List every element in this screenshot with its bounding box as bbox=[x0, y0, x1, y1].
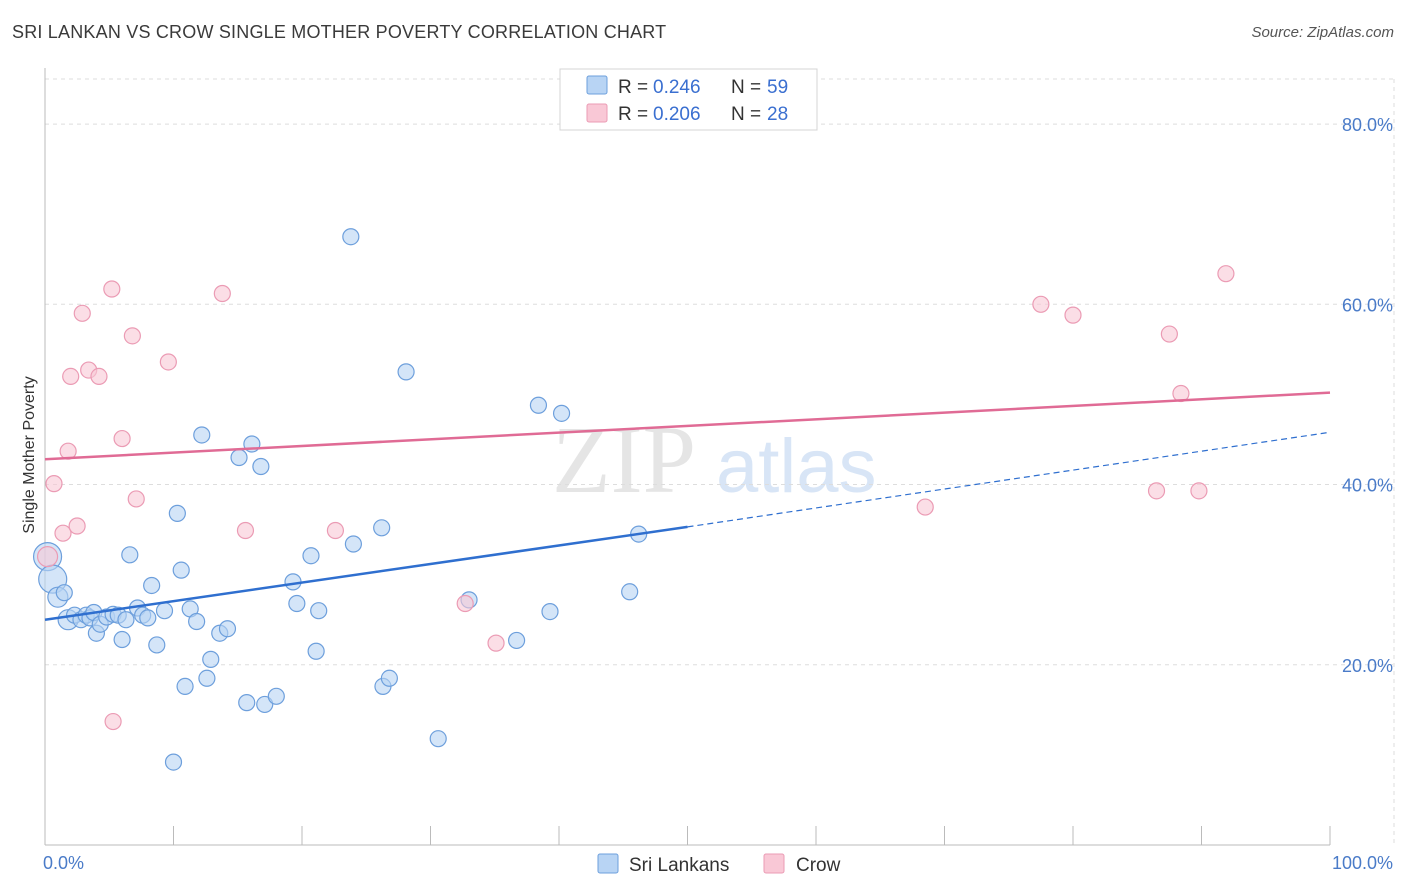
chart-source: Source: ZipAtlas.com bbox=[1251, 24, 1394, 41]
sri-lankans-point bbox=[621, 583, 639, 601]
legend-r-value-1: 0.246 bbox=[653, 77, 701, 98]
sri-lankans-point bbox=[529, 396, 548, 414]
crow-point bbox=[68, 517, 86, 535]
sri-lankans-point bbox=[267, 687, 285, 705]
sri-lankans-point bbox=[256, 695, 274, 714]
series-legend: Sri Lankans Crow bbox=[597, 853, 841, 876]
series-legend-swatch-sri-lankans bbox=[597, 853, 619, 874]
sri-lankans-point bbox=[198, 669, 216, 687]
chart-title: SRI LANKAN VS CROW SINGLE MOTHER POVERTY… bbox=[12, 22, 667, 42]
legend-r-value-2: 0.206 bbox=[653, 104, 701, 125]
crow-point bbox=[326, 521, 345, 540]
sri-lankans-point bbox=[307, 642, 325, 660]
x-tick-labels: 0.0% 100.0% bbox=[43, 853, 1393, 873]
watermark-atlas: atlas bbox=[716, 424, 877, 509]
crow-point bbox=[127, 490, 145, 508]
crow-point bbox=[213, 284, 231, 303]
sri-lankans-point bbox=[155, 602, 174, 620]
sri-lankans-point bbox=[172, 561, 190, 579]
series-legend-sri-lankans: Sri Lankans bbox=[629, 855, 729, 876]
y-tick-label: 60.0% bbox=[1342, 295, 1393, 315]
sri-lankans-point bbox=[143, 576, 161, 595]
crow-point bbox=[1064, 306, 1082, 324]
sri-lankans-point bbox=[252, 457, 270, 476]
legend-n-label-2: N = bbox=[731, 104, 761, 125]
legend-n-value-1: 59 bbox=[767, 77, 788, 98]
legend-r-label-2: R = bbox=[618, 104, 648, 125]
sri-lankans-point bbox=[168, 504, 186, 522]
series-legend-swatch-crow bbox=[763, 853, 785, 874]
sri-lankans-point bbox=[55, 584, 73, 602]
sri-lankans-point bbox=[302, 547, 320, 565]
sri-lankans-point bbox=[117, 611, 135, 629]
watermark-zip: ZIP bbox=[552, 406, 696, 513]
crow-point bbox=[236, 521, 255, 540]
x-tick-label-max: 100.0% bbox=[1332, 853, 1393, 873]
sri-lankans-point bbox=[373, 519, 391, 537]
sri-lankans-point bbox=[342, 228, 360, 246]
crow-point bbox=[487, 634, 505, 652]
crow-point bbox=[1147, 482, 1166, 500]
sri-lankans-point bbox=[230, 448, 248, 467]
sri-lankans-point bbox=[507, 631, 526, 650]
crow-point bbox=[1190, 482, 1208, 500]
sri-lankans-point bbox=[429, 730, 447, 748]
crow-point bbox=[916, 498, 934, 516]
crow-point bbox=[62, 367, 80, 385]
sri-lankans-point bbox=[148, 636, 166, 654]
sri-lankans-point bbox=[397, 363, 415, 381]
crow-point bbox=[456, 594, 474, 613]
sri-lankans-trend-line bbox=[44, 525, 688, 621]
crow-point bbox=[73, 304, 91, 322]
sri-lankans-point bbox=[238, 694, 256, 712]
y-tick-label: 40.0% bbox=[1342, 476, 1393, 496]
sri-lankans-point bbox=[344, 535, 362, 553]
series-legend-crow: Crow bbox=[796, 855, 841, 876]
trend-lines bbox=[44, 391, 1331, 621]
y-tick-label: 80.0% bbox=[1342, 115, 1393, 135]
crow-trend-line bbox=[44, 391, 1331, 461]
sri-lankans-point bbox=[164, 753, 183, 771]
legend-n-label-1: N = bbox=[731, 77, 761, 98]
legend-n-value-2: 28 bbox=[767, 104, 788, 125]
sri-lankans-point bbox=[380, 669, 398, 687]
sri-lankans-trend-extension bbox=[687, 431, 1331, 528]
crow-point bbox=[104, 712, 122, 731]
crow-point bbox=[1032, 295, 1050, 313]
legend-swatch-pink bbox=[586, 103, 608, 123]
crow-point bbox=[113, 429, 131, 448]
sri-lankans-point bbox=[218, 620, 237, 638]
crow-point bbox=[45, 475, 63, 493]
sri-lankans-point bbox=[113, 630, 131, 649]
crow-point bbox=[159, 353, 177, 371]
sri-lankans-point bbox=[310, 602, 328, 620]
sri-lankans-point bbox=[288, 594, 306, 613]
sri-lankans-point bbox=[139, 609, 157, 627]
x-tick-label-min: 0.0% bbox=[43, 853, 84, 873]
crow-point bbox=[54, 524, 72, 542]
crow-point bbox=[1217, 265, 1235, 283]
axes bbox=[44, 68, 1331, 846]
crow-point bbox=[123, 327, 141, 345]
crow-point bbox=[1160, 325, 1178, 343]
sri-lankans-point bbox=[202, 650, 220, 668]
y-tick-label: 20.0% bbox=[1342, 656, 1393, 676]
series-crow-points bbox=[36, 265, 1235, 731]
sri-lankans-point bbox=[541, 602, 559, 621]
sri-lankans-point bbox=[552, 404, 571, 422]
legend-swatch-blue bbox=[586, 75, 608, 95]
correlation-legend: R = 0.246 N = 59 R = 0.206 N = 28 bbox=[559, 68, 818, 131]
sri-lankans-point bbox=[121, 546, 139, 564]
legend-r-label-1: R = bbox=[618, 77, 648, 98]
crow-point bbox=[103, 280, 121, 298]
crow-point bbox=[90, 367, 108, 385]
y-tick-labels: 20.0% 40.0% 60.0% 80.0% bbox=[1342, 115, 1393, 676]
sri-lankans-point bbox=[193, 426, 211, 444]
sri-lankans-point bbox=[188, 612, 206, 631]
y-axis-label: Single Mother Poverty bbox=[21, 376, 38, 533]
sri-lankans-point bbox=[176, 677, 194, 695]
crow-point bbox=[36, 546, 59, 568]
